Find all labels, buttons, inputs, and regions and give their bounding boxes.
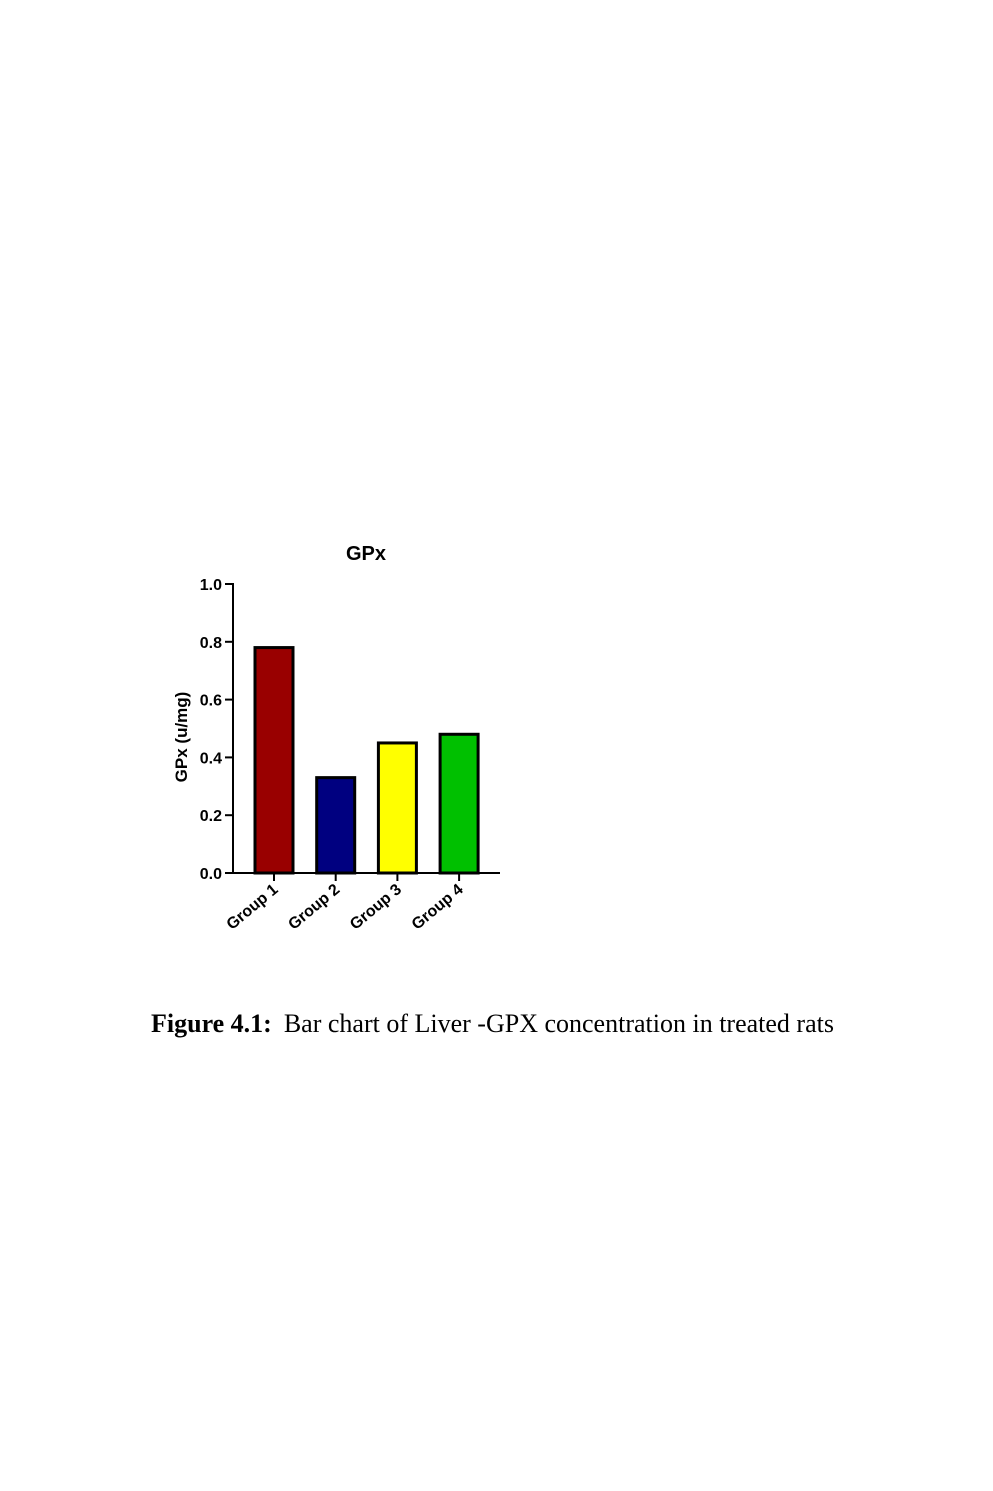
y-tick-label: 0.6 (200, 693, 222, 710)
y-tick-label: 0.2 (200, 808, 222, 825)
x-tick-label: Group 4 (409, 881, 467, 934)
bar (253, 646, 295, 875)
figure-caption: Figure 4.1: Bar chart of Liver -GPX conce… (151, 1008, 846, 1040)
y-tick-label: 1.0 (200, 577, 222, 594)
x-tick-label: Group 1 (224, 881, 282, 934)
chart: GPx GPx (u/mg) 0.0 0.2 0.4 0.6 0.8 1.0 Group 1… (172, 543, 500, 934)
caption-label: Figure 4.1: (151, 1009, 272, 1038)
y-tick-label: 0.8 (200, 635, 222, 652)
caption-text: Bar chart of Liver -GPX concentration in… (283, 1009, 834, 1038)
y-tick-label: 0.4 (200, 750, 222, 767)
y-tick-label: 0.0 (200, 866, 222, 883)
x-tick-label: Group 3 (347, 881, 405, 934)
bar (438, 732, 480, 875)
y-axis-label: GPx (u/mg) (172, 692, 191, 783)
bar (376, 741, 418, 875)
chart-title: GPx (346, 543, 386, 565)
bar (315, 776, 357, 875)
x-tick-label: Group 2 (285, 881, 343, 934)
